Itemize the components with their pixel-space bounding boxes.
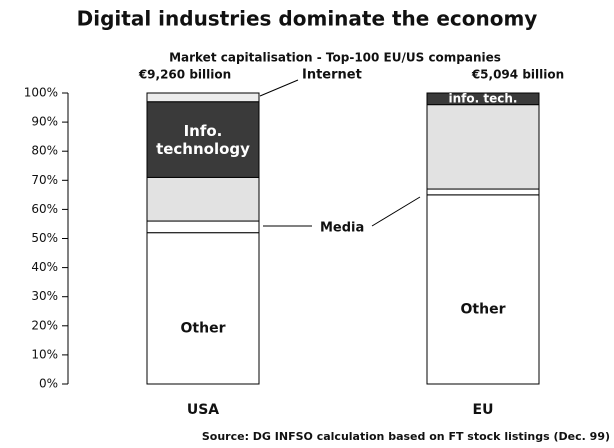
- bar-segment: [426, 188, 540, 196]
- segment-label: Other: [181, 320, 226, 336]
- segment-label: Info. technology: [156, 121, 250, 158]
- y-tick-label: 90%: [31, 115, 58, 129]
- bar-segment: [146, 220, 260, 234]
- chart-title: Digital industries dominate the economy: [77, 7, 538, 31]
- y-tick-label: 50%: [31, 231, 58, 245]
- bar-segment: [146, 232, 260, 385]
- bar-total: €9,260 billion: [138, 68, 231, 82]
- chart-subtitle: Market capitalisation - Top-100 EU/US co…: [169, 51, 501, 65]
- y-tick-label: 100%: [24, 86, 58, 100]
- arrow: [371, 196, 421, 227]
- y-tick-label: 30%: [31, 289, 58, 303]
- bar-segment: [146, 92, 260, 103]
- annotation: Media: [320, 221, 364, 236]
- y-tick-label: 20%: [31, 318, 58, 332]
- bar-segment: [426, 92, 540, 106]
- bar-segment: [146, 176, 260, 222]
- arrow: [259, 79, 299, 97]
- y-tick-label: 10%: [31, 347, 58, 361]
- y-tick-label: 0%: [39, 377, 58, 391]
- segment-label: info. tech.: [449, 91, 518, 105]
- x-tick-label: USA: [187, 402, 219, 418]
- annotation: Internet: [302, 68, 362, 83]
- bar-segment: [426, 194, 540, 385]
- y-tick-label: 40%: [31, 260, 58, 274]
- y-tick-label: 80%: [31, 144, 58, 158]
- bar-segment: [146, 101, 260, 178]
- bar-segment: [426, 104, 540, 190]
- source: Source: DG INFSO calculation based on FT…: [202, 430, 610, 443]
- y-tick-label: 60%: [31, 202, 58, 216]
- y-tick-label: 70%: [31, 173, 58, 187]
- segment-label: Other: [461, 301, 506, 317]
- x-tick-label: EU: [473, 402, 494, 418]
- bar-total: €5,094 billion: [471, 68, 564, 82]
